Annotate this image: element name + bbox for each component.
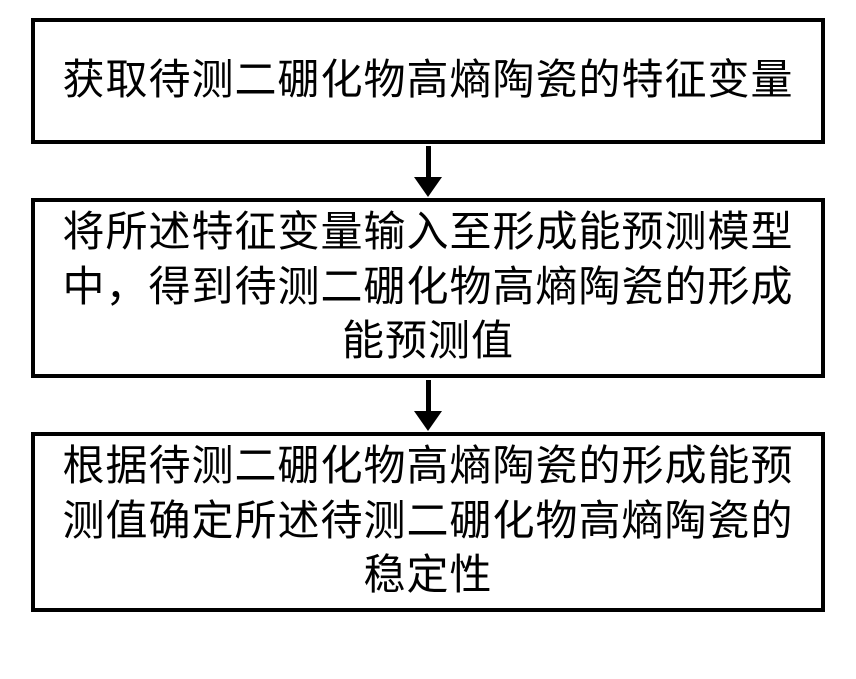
- arrow-1: [414, 144, 442, 198]
- flowchart-container: 获取待测二硼化物高熵陶瓷的特征变量 将所述特征变量输入至形成能预测模型中，得到待…: [30, 18, 826, 612]
- arrow-2: [414, 378, 442, 432]
- flowchart-node-1: 获取待测二硼化物高熵陶瓷的特征变量: [31, 18, 825, 144]
- arrow-shaft-icon: [426, 146, 431, 178]
- flowchart-node-2: 将所述特征变量输入至形成能预测模型中，得到待测二硼化物高熵陶瓷的形成能预测值: [31, 198, 825, 378]
- arrow-shaft-icon: [426, 380, 431, 412]
- flowchart-node-3: 根据待测二硼化物高熵陶瓷的形成能预测值确定所述待测二硼化物高熵陶瓷的稳定性: [31, 432, 825, 612]
- arrow-head-icon: [414, 177, 442, 197]
- node-2-text: 将所述特征变量输入至形成能预测模型中，得到待测二硼化物高熵陶瓷的形成能预测值: [55, 206, 801, 370]
- node-1-text: 获取待测二硼化物高熵陶瓷的特征变量: [62, 54, 793, 109]
- arrow-head-icon: [414, 411, 442, 431]
- node-3-text: 根据待测二硼化物高熵陶瓷的形成能预测值确定所述待测二硼化物高熵陶瓷的稳定性: [55, 440, 801, 604]
